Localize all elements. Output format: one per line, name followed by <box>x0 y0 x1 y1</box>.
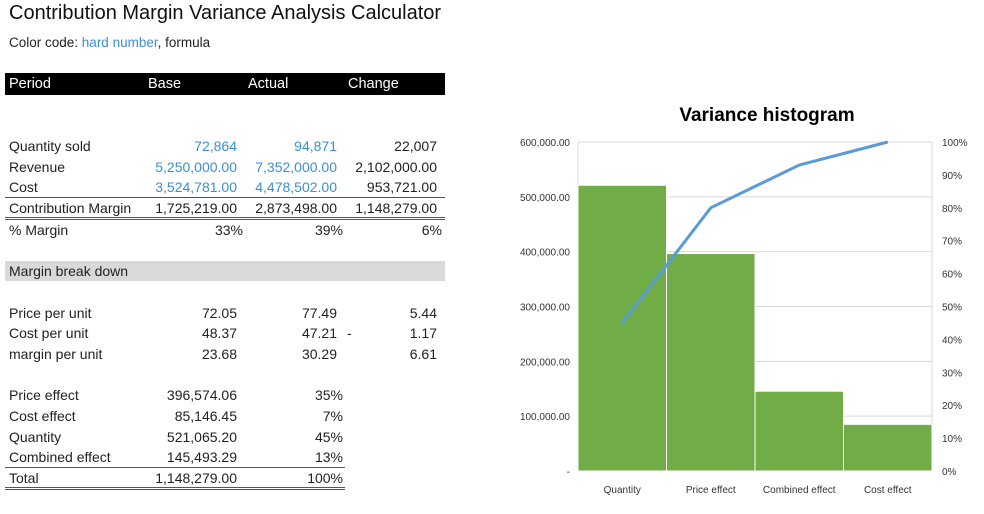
y-tick-label: 400,000.00 <box>520 248 570 259</box>
section-band <box>5 261 445 281</box>
actual-value[interactable]: 47.21 <box>301 325 337 341</box>
effect-label[interactable]: Combined effect <box>9 449 111 465</box>
color-code-label: Color code: <box>9 35 82 50</box>
row-label[interactable]: Cost <box>9 179 38 195</box>
base-value[interactable]: 23.68 <box>201 346 237 362</box>
y2-tick-label: 20% <box>942 401 962 412</box>
base-value[interactable]: 72.05 <box>201 305 237 321</box>
double-line <box>5 487 345 488</box>
effect-label[interactable]: Cost effect <box>9 408 76 424</box>
effect-label[interactable]: Price effect <box>9 387 79 403</box>
actual-value[interactable]: 7,352,000.00 <box>255 159 337 175</box>
actual-value[interactable]: 39% <box>314 222 343 238</box>
color-code-legend: Color code: hard number, formula <box>9 35 210 50</box>
header-actual[interactable]: Actual <box>248 76 289 92</box>
y2-tick-label: 10% <box>942 434 962 445</box>
formula-sample: formula <box>165 35 211 50</box>
effect-value[interactable]: 1,148,279.00 <box>155 470 237 486</box>
y2-tick-label: 90% <box>942 171 962 182</box>
effect-label[interactable]: Total <box>9 470 39 486</box>
y2-tick-label: 80% <box>942 204 962 215</box>
y-tick-label: 300,000.00 <box>520 303 570 314</box>
effect-pct[interactable]: 13% <box>314 449 343 465</box>
effect-pct[interactable]: 100% <box>307 470 343 486</box>
y-tick-label: 200,000.00 <box>520 357 570 368</box>
effect-value[interactable]: 145,493.29 <box>166 449 237 465</box>
hard-number-sample: hard number <box>81 35 158 50</box>
y2-tick-label: 40% <box>942 335 962 346</box>
cumulative-line <box>621 140 889 324</box>
color-code-sep: , <box>157 35 166 50</box>
section-title[interactable]: Margin break down <box>9 263 129 279</box>
y2-tick-label: 30% <box>942 368 962 379</box>
change-value[interactable]: 2,102,000.00 <box>355 159 437 175</box>
y-tick-label: 500,000.00 <box>520 193 570 204</box>
y-tick-label: - <box>567 467 570 478</box>
change-value[interactable]: 1,148,279.00 <box>355 200 437 216</box>
effect-label[interactable]: Quantity <box>9 429 62 445</box>
row-label[interactable]: Revenue <box>9 159 66 175</box>
effect-value[interactable]: 521,065.20 <box>166 429 237 445</box>
x-tick-label: Combined effect <box>763 485 836 496</box>
double-line <box>5 217 445 218</box>
header-change[interactable]: Change <box>348 76 399 92</box>
change-value[interactable]: 953,721.00 <box>366 179 437 195</box>
y2-tick-label: 60% <box>942 270 962 281</box>
effect-value[interactable]: 85,146.45 <box>174 408 237 424</box>
effect-pct[interactable]: 7% <box>322 408 343 424</box>
bar-cost-effect <box>843 423 933 472</box>
y2-tick-label: 70% <box>942 237 962 248</box>
row-label[interactable]: margin per unit <box>9 346 103 362</box>
variance-histogram: Variance histogram - 100,000.00 200,000.00 3… <box>520 105 968 496</box>
page-title: Contribution Margin Variance Analysis Ca… <box>9 2 442 24</box>
base-value[interactable]: 33% <box>214 222 243 238</box>
subtotal-line <box>5 197 445 198</box>
change-value[interactable]: 1.17 <box>409 325 437 341</box>
x-tick-label: Cost effect <box>864 485 912 496</box>
row-label[interactable]: % Margin <box>9 222 69 238</box>
x-tick-label: Quantity <box>604 485 641 496</box>
double-line <box>5 219 445 220</box>
row-label[interactable]: Price per unit <box>9 305 92 321</box>
double-line <box>5 489 345 490</box>
y2-tick-label: 0% <box>942 467 957 478</box>
y2-tick-label: 50% <box>942 303 962 314</box>
base-value[interactable]: 72,864 <box>194 138 237 154</box>
actual-value[interactable]: 2,873,498.00 <box>255 200 337 216</box>
actual-value[interactable]: 4,478,502.00 <box>255 179 337 195</box>
base-value[interactable]: 1,725,219.00 <box>155 200 237 216</box>
base-value[interactable]: 5,250,000.00 <box>155 159 237 175</box>
row-label[interactable]: Contribution Margin <box>9 200 132 216</box>
x-tick-label: Price effect <box>686 485 736 496</box>
total-line <box>5 467 345 468</box>
row-label[interactable]: Cost per unit <box>9 325 89 341</box>
negative-sign[interactable]: - <box>347 325 352 341</box>
chart-title: Variance histogram <box>679 105 854 126</box>
change-value[interactable]: 6% <box>421 222 442 238</box>
bar-price-effect <box>666 253 756 472</box>
table-header <box>5 73 445 95</box>
header-base[interactable]: Base <box>148 76 182 92</box>
actual-value[interactable]: 30.29 <box>301 346 337 362</box>
y-tick-label: 600,000.00 <box>520 138 570 149</box>
y-tick-label: 100,000.00 <box>520 412 570 423</box>
base-value[interactable]: 3,524,781.00 <box>155 179 237 195</box>
base-value[interactable]: 48.37 <box>201 325 237 341</box>
change-value[interactable]: 5.44 <box>409 305 437 321</box>
bar-quantity <box>577 184 667 472</box>
header-period[interactable]: Period <box>9 76 51 92</box>
bar-combined-effect <box>754 390 844 472</box>
effect-value[interactable]: 396,574.06 <box>166 387 237 403</box>
row-label[interactable]: Quantity sold <box>9 138 91 154</box>
actual-value[interactable]: 94,871 <box>294 138 337 154</box>
change-value[interactable]: 6.61 <box>409 346 437 362</box>
actual-value[interactable]: 77.49 <box>301 305 337 321</box>
effect-pct[interactable]: 35% <box>314 387 343 403</box>
effect-pct[interactable]: 45% <box>314 429 343 445</box>
change-value[interactable]: 22,007 <box>394 138 437 154</box>
y2-tick-label: 100% <box>942 138 968 149</box>
